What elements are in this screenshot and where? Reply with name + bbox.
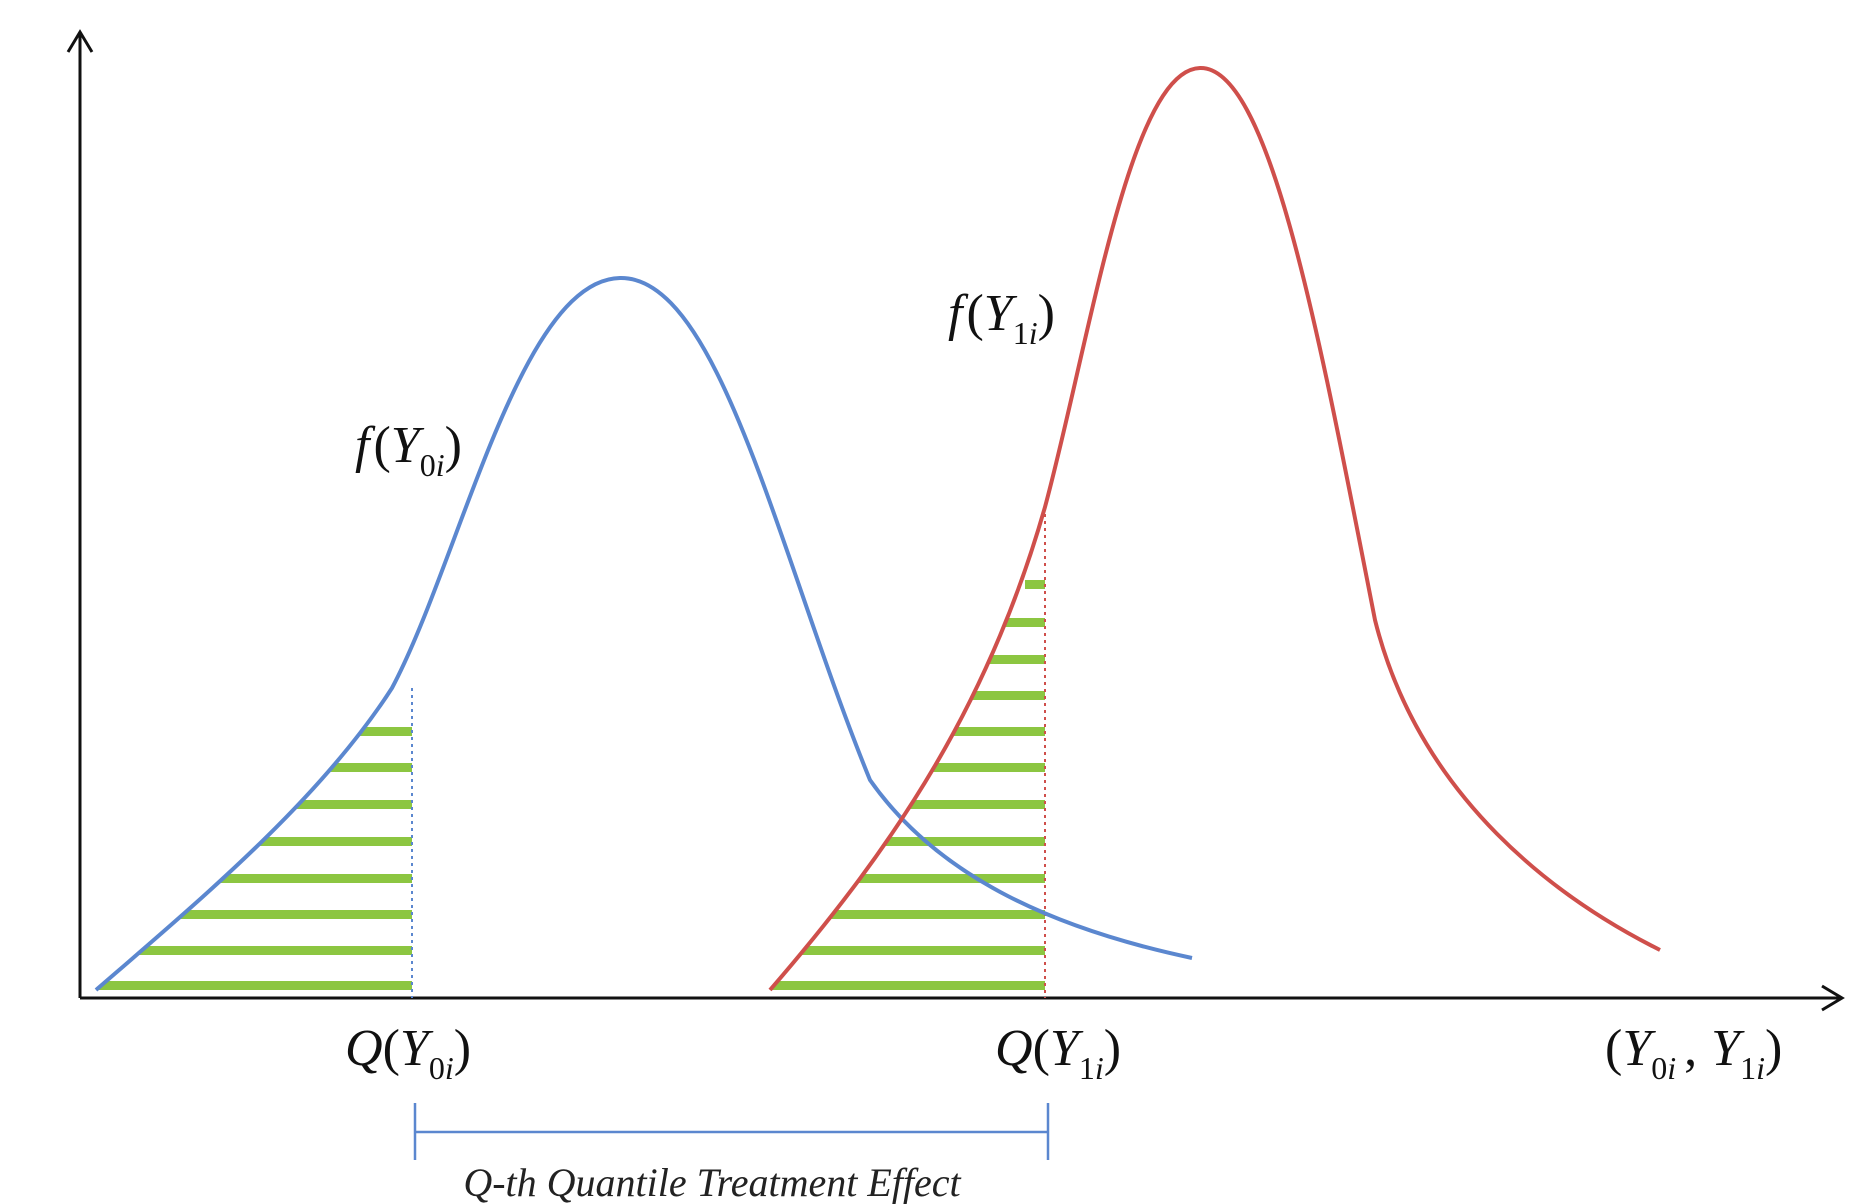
density-curve-treated	[768, 65, 1661, 992]
density-curve-control	[94, 275, 1193, 992]
quantile-label-treated: Q(Y1i)	[995, 1020, 1121, 1086]
curve-label-treated: f(Y1i)	[948, 285, 1055, 351]
hatch-line	[770, 655, 1045, 664]
hatch-line	[1025, 580, 1045, 589]
hatch-line	[770, 837, 1045, 846]
lower-tail-hatch-treated	[770, 580, 1045, 990]
hatch-line	[770, 691, 1045, 700]
hatch-line	[96, 874, 412, 883]
treatment-effect-bracket	[413, 1103, 1050, 1160]
hatch-line	[770, 910, 1045, 919]
treatment-effect-label: Q-th Quantile Treatment Effect	[463, 1160, 961, 1204]
hatch-line	[96, 763, 412, 772]
curve-label-control: f(Y0i)	[355, 417, 462, 483]
hatch-line	[770, 946, 1045, 955]
hatch-line	[770, 874, 1045, 883]
hatch-line	[96, 981, 412, 990]
hatch-line	[96, 800, 412, 809]
hatch-line	[770, 727, 1045, 736]
quantile-label-control: Q(Y0i)	[345, 1020, 471, 1086]
hatch-line	[96, 837, 412, 846]
hatch-line	[96, 910, 412, 919]
x-axis-label: (Y0i, Y1i)	[1605, 1020, 1782, 1086]
hatch-line	[96, 946, 412, 955]
hatch-line	[770, 800, 1045, 809]
x-axis-arrowhead-icon	[1821, 984, 1845, 1012]
hatch-line	[770, 763, 1045, 772]
axes	[66, 29, 1845, 1012]
hatch-line	[770, 981, 1045, 990]
y-axis-arrowhead-icon	[66, 29, 94, 53]
